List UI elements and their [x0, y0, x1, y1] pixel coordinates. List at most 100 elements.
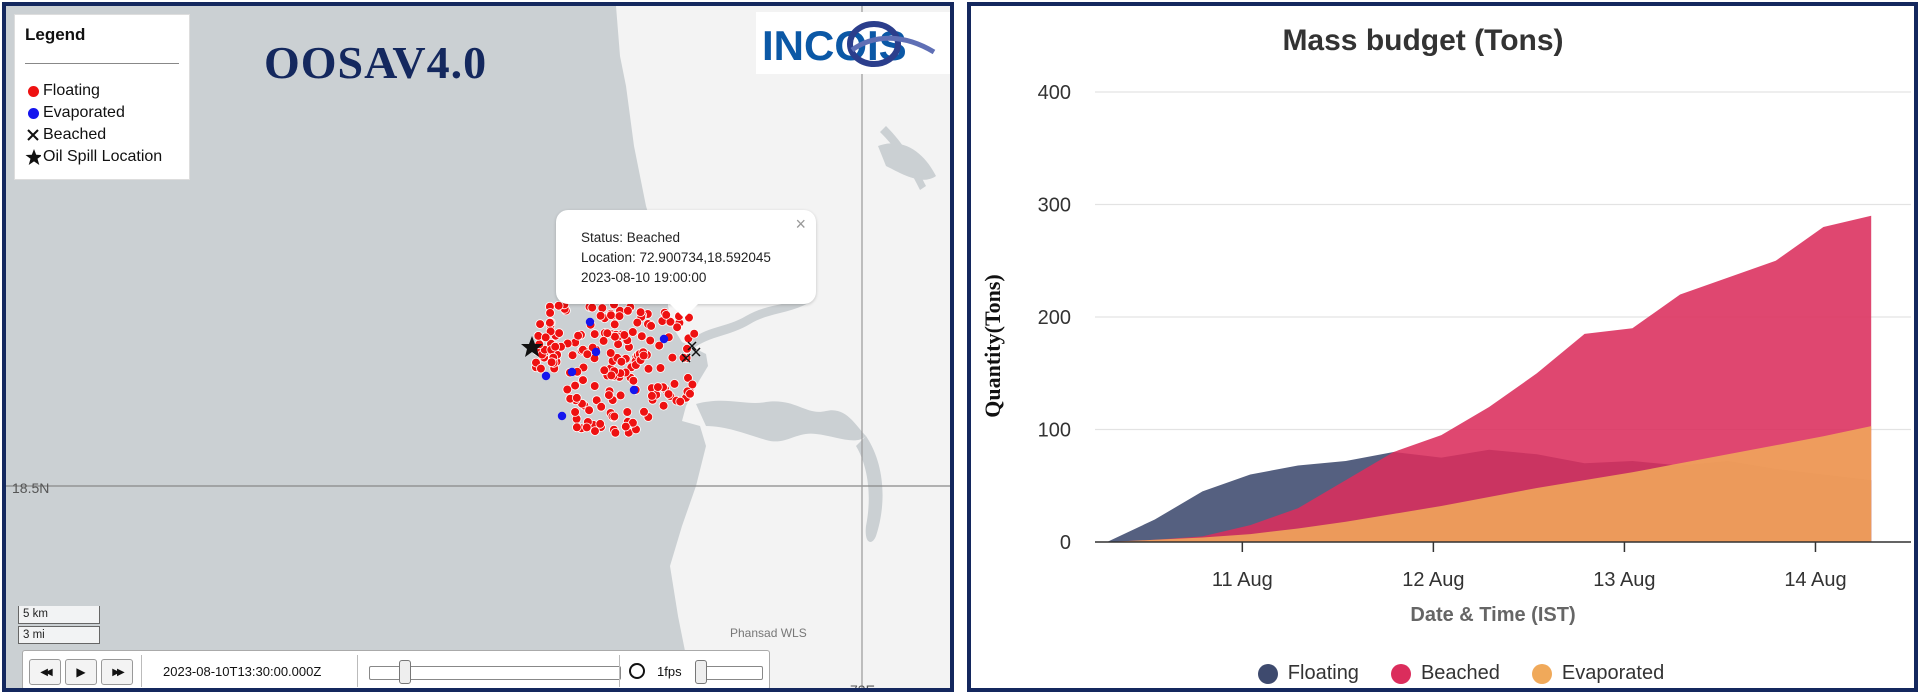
- floating-particle[interactable]: [591, 395, 602, 406]
- floating-particle[interactable]: [562, 384, 573, 395]
- floating-particle[interactable]: [597, 303, 608, 313]
- floating-particle[interactable]: [658, 400, 669, 411]
- floating-particle[interactable]: [584, 405, 594, 416]
- beached-marker[interactable]: [681, 353, 691, 363]
- floating-particle[interactable]: [609, 411, 620, 422]
- floating-particle[interactable]: [632, 317, 643, 328]
- floating-particle[interactable]: [570, 407, 580, 417]
- floating-particle[interactable]: [573, 330, 583, 341]
- floating-particle[interactable]: [639, 406, 649, 417]
- fps-slider-handle[interactable]: [695, 660, 707, 684]
- floating-particle[interactable]: [669, 379, 680, 389]
- floating-particle[interactable]: [540, 332, 551, 343]
- floating-particle[interactable]: [622, 407, 633, 417]
- floating-particle[interactable]: [602, 328, 613, 339]
- floating-particle[interactable]: [582, 349, 593, 360]
- floating-particle[interactable]: [589, 381, 600, 391]
- floating-particle[interactable]: [682, 343, 692, 354]
- floating-particle[interactable]: [623, 305, 633, 316]
- floating-particle[interactable]: [685, 388, 695, 399]
- floating-particle[interactable]: [647, 391, 657, 401]
- close-icon[interactable]: ×: [795, 214, 806, 234]
- floating-particle[interactable]: [535, 319, 545, 329]
- floating-particle[interactable]: [655, 363, 666, 373]
- floating-particle[interactable]: [609, 319, 620, 330]
- floating-particle[interactable]: [636, 331, 647, 342]
- floating-particle[interactable]: [619, 330, 630, 340]
- floating-particle[interactable]: [606, 370, 617, 381]
- beached-marker[interactable]: [691, 347, 701, 357]
- floating-particle[interactable]: [646, 321, 656, 331]
- evaporated-particle[interactable]: [557, 411, 567, 421]
- floating-particle[interactable]: [536, 363, 546, 374]
- time-slider[interactable]: [369, 666, 621, 680]
- evaporated-particle[interactable]: [541, 371, 551, 381]
- map-panel[interactable]: OOSAV4.0 INCOIS Legend Floating Evaporat…: [2, 2, 954, 692]
- floating-particle[interactable]: [614, 311, 625, 321]
- floating-particle[interactable]: [683, 373, 693, 383]
- floating-particle[interactable]: [550, 341, 560, 352]
- floating-particle[interactable]: [667, 352, 678, 363]
- legend-item-evaporated[interactable]: Evaporated: [1531, 662, 1664, 685]
- floating-particle[interactable]: [604, 390, 614, 400]
- floating-particle[interactable]: [599, 365, 610, 376]
- legend-item-beached[interactable]: Beached: [1390, 662, 1500, 685]
- floating-particle[interactable]: [605, 348, 616, 358]
- floating-particle[interactable]: [587, 302, 597, 313]
- floating-particle[interactable]: [610, 331, 620, 342]
- floating-particle[interactable]: [645, 335, 655, 346]
- area-evaporated[interactable]: [1107, 426, 1872, 542]
- floating-particle[interactable]: [595, 419, 605, 429]
- scale-bar-mi: 3 mi: [18, 626, 100, 644]
- floating-particle[interactable]: [628, 375, 639, 386]
- floating-particle[interactable]: [643, 363, 654, 374]
- floating-particle[interactable]: [598, 336, 609, 346]
- oil-spill-location-star[interactable]: [521, 336, 543, 357]
- floating-particle[interactable]: [672, 322, 682, 333]
- floating-particle[interactable]: [615, 390, 626, 401]
- floating-particle[interactable]: [620, 421, 631, 432]
- fast-forward-icon: ▶▶: [112, 666, 125, 678]
- area-beached[interactable]: [1107, 215, 1872, 543]
- floating-particle[interactable]: [606, 310, 616, 321]
- floating-particle[interactable]: [570, 380, 580, 391]
- floating-particle[interactable]: [572, 422, 582, 433]
- floating-particle[interactable]: [545, 317, 555, 328]
- time-slider-handle[interactable]: [399, 660, 411, 684]
- floating-particle[interactable]: [596, 401, 606, 412]
- floating-particle[interactable]: [654, 340, 664, 351]
- evaporated-particle[interactable]: [591, 347, 601, 357]
- floating-particle[interactable]: [589, 329, 600, 339]
- play-button[interactable]: ▶: [65, 659, 97, 685]
- floating-particle[interactable]: [567, 350, 578, 361]
- fast-forward-button[interactable]: ▶▶: [101, 659, 133, 685]
- floating-particle[interactable]: [590, 426, 600, 436]
- floating-particle[interactable]: [627, 327, 638, 337]
- evaporated-particle[interactable]: [659, 334, 669, 344]
- floating-particle[interactable]: [635, 307, 646, 318]
- floating-particle[interactable]: [571, 393, 582, 403]
- floating-particle[interactable]: [675, 396, 685, 407]
- floating-particle[interactable]: [610, 427, 621, 438]
- floating-particle[interactable]: [687, 379, 698, 390]
- floating-particle[interactable]: [578, 375, 588, 385]
- floating-particle[interactable]: [545, 308, 555, 318]
- floating-particle[interactable]: [581, 422, 592, 433]
- floating-particle[interactable]: [689, 328, 699, 339]
- beached-marker[interactable]: [687, 341, 697, 351]
- rewind-button[interactable]: ◀◀: [29, 659, 61, 685]
- evaporated-particle[interactable]: [567, 367, 577, 377]
- legend-item-floating[interactable]: Floating: [1257, 662, 1359, 685]
- floating-particle[interactable]: [546, 357, 557, 368]
- floating-particle[interactable]: [616, 356, 627, 367]
- floating-particle[interactable]: [663, 389, 674, 399]
- floating-particle[interactable]: [638, 350, 649, 361]
- evaporated-particle[interactable]: [585, 317, 595, 327]
- floating-particle[interactable]: [553, 300, 564, 311]
- floating-particle[interactable]: [678, 352, 689, 363]
- floating-particle[interactable]: [653, 382, 663, 392]
- floating-particle[interactable]: [554, 328, 564, 338]
- floating-particle[interactable]: [595, 310, 606, 321]
- evaporated-particle[interactable]: [629, 385, 639, 395]
- legend-label: Evaporated: [43, 104, 125, 121]
